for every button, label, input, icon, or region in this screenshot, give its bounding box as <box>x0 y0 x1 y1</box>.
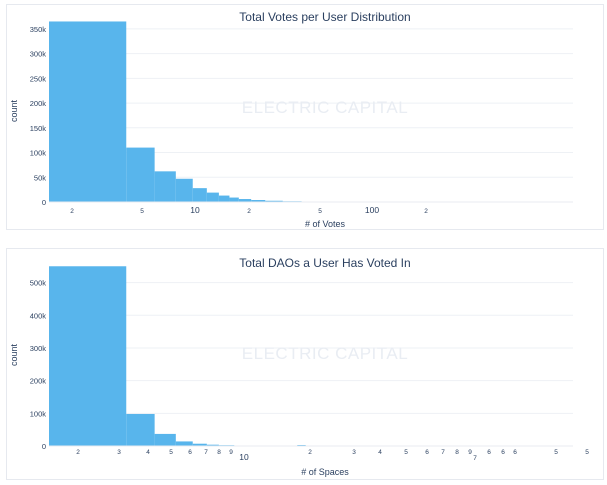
x-tick-label: 2 <box>424 208 428 215</box>
daos-chart-panel: 0 100k 200k 300k 400k 500k ELECTRIC CAPITAL 2 3 4… <box>6 248 604 480</box>
histogram-bar[interactable] <box>238 199 252 202</box>
x-tick-label: 5 <box>169 449 173 456</box>
x-tick-label: 4 <box>146 449 150 456</box>
chart-title: Total DAOs a User Has Voted In <box>239 256 410 270</box>
x-tick-label: 5 <box>554 449 558 456</box>
x-tick-label: 5 <box>318 208 322 215</box>
x-axis-title: # of Spaces <box>301 467 349 477</box>
x-tick-label: 5 <box>585 449 589 456</box>
daos-chart: 0 100k 200k 300k 400k 500k ELECTRIC CAPITAL 2 3 4… <box>9 256 589 477</box>
x-tick-label: 7 <box>441 449 445 456</box>
x-tick-label: 3 <box>352 449 356 456</box>
x-tick-label: 6 <box>487 449 491 456</box>
watermark: ELECTRIC CAPITAL <box>242 98 408 117</box>
x-tick-label: 6 <box>425 449 429 456</box>
votes-chart: 0 50k 100k 150k 200k 250k 300k 350k ELECTRIC CAP… <box>9 10 573 229</box>
x-tick-label: 5 <box>140 208 144 215</box>
x-tick-label: 9 <box>229 449 233 456</box>
watermark: ELECTRIC CAPITAL <box>242 344 408 363</box>
x-tick-label: 5 <box>404 449 408 456</box>
x-tick-label: 2 <box>70 208 74 215</box>
y-tick-label: 400k <box>30 311 47 320</box>
histogram-bar[interactable] <box>49 266 127 446</box>
y-tick-label: 300k <box>30 344 47 353</box>
x-tick-label: 6 <box>501 449 505 456</box>
y-axis-title: count <box>9 99 19 122</box>
y-tick-label: 250k <box>30 74 47 83</box>
x-tick-label: 2 <box>76 449 80 456</box>
x-tick-label: 7 <box>204 449 208 456</box>
histogram-bar[interactable] <box>126 413 155 446</box>
y-tick-label: 150k <box>30 124 47 133</box>
y-tick-label: 50k <box>34 173 46 182</box>
x-tick-label: 3 <box>117 449 121 456</box>
histogram-bar[interactable] <box>175 441 193 446</box>
histogram-bar[interactable] <box>229 197 239 202</box>
y-tick-label: 300k <box>30 50 47 59</box>
histogram-bar[interactable] <box>192 188 207 202</box>
x-tick-label: 2 <box>308 449 312 456</box>
histogram-bar[interactable] <box>154 171 176 202</box>
y-tick-label: 500k <box>30 279 47 288</box>
histogram-bar[interactable] <box>126 147 155 202</box>
histogram-bar[interactable] <box>251 200 266 202</box>
histogram-bar[interactable] <box>218 195 230 202</box>
y-tick-label: 200k <box>30 377 47 386</box>
x-tick-label: 10 <box>190 205 200 215</box>
histogram-bar[interactable] <box>192 443 207 446</box>
x-tick-label: 2 <box>247 208 251 215</box>
x-tick-label: 4 <box>378 449 382 456</box>
histogram-bar[interactable] <box>49 21 127 202</box>
y-tick-label: 0 <box>42 198 46 207</box>
y-tick-label: 200k <box>30 99 47 108</box>
x-tick-label: 10 <box>239 452 249 462</box>
x-tick-label: 8 <box>455 449 459 456</box>
x-tick-label: 9 <box>468 449 472 456</box>
x-tick-label: 6 <box>188 449 192 456</box>
histogram-bar[interactable] <box>175 178 193 202</box>
y-axis-title: count <box>9 343 19 366</box>
histogram-bar[interactable] <box>265 200 283 202</box>
y-tick-label: 100k <box>30 409 47 418</box>
x-tick-label: 6 <box>513 449 517 456</box>
x-tick-label: 8 <box>217 449 221 456</box>
x-axis-title: # of Votes <box>305 219 346 229</box>
y-tick-label: 0 <box>42 442 46 451</box>
y-tick-label: 100k <box>30 149 47 158</box>
histogram-bar[interactable] <box>206 444 219 446</box>
x-tick-label: 7 <box>473 455 477 462</box>
x-tick-label: 100 <box>365 205 379 215</box>
votes-chart-panel: 0 50k 100k 150k 200k 250k 300k 350k ELECTRIC CAP… <box>6 4 604 230</box>
chart-title: Total Votes per User Distribution <box>239 10 410 24</box>
histogram-bar[interactable] <box>206 192 219 202</box>
histogram-bar[interactable] <box>154 433 176 446</box>
y-tick-label: 350k <box>30 25 47 34</box>
